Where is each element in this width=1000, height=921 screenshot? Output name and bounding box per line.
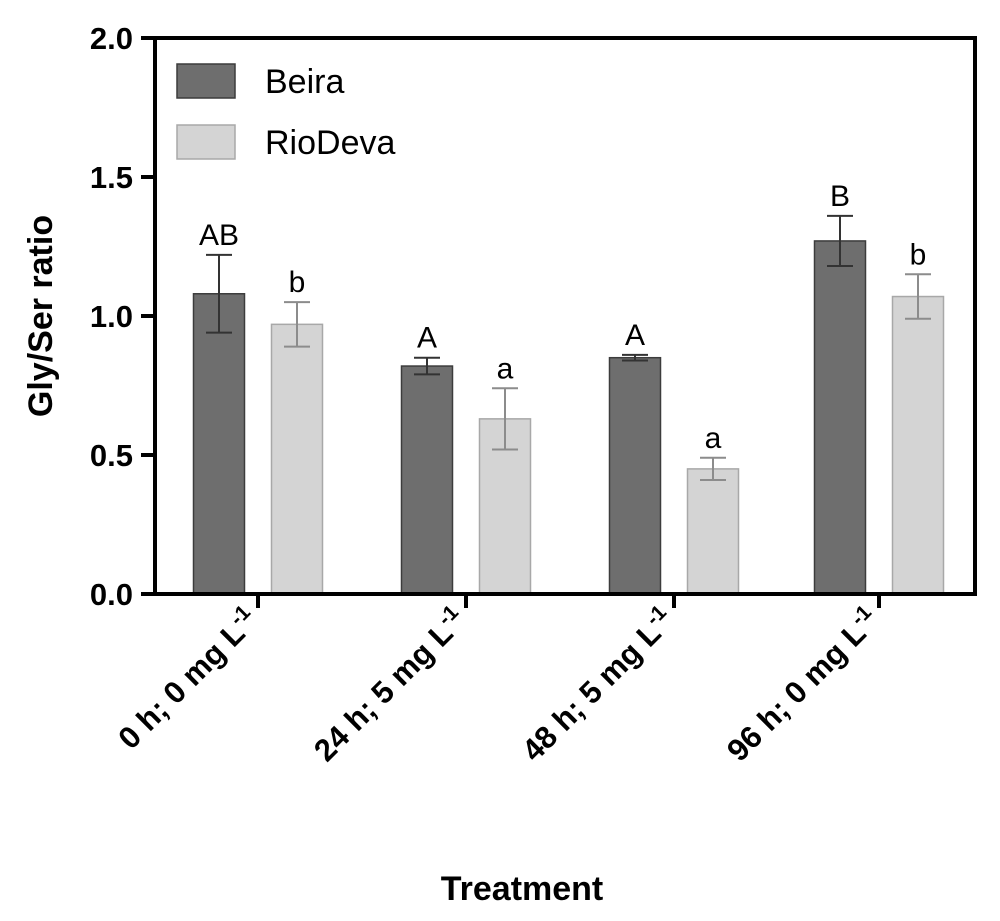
error-bar-riodeva-2 — [700, 456, 726, 482]
bar-riodeva-0 — [270, 323, 324, 595]
y-tick-label: 1.5 — [90, 160, 133, 195]
significance-letter-beira-1: A — [417, 322, 437, 355]
significance-letter-riodeva-3: b — [910, 238, 927, 271]
y-tick-label: 2.0 — [90, 21, 133, 56]
bar-beira-0 — [192, 293, 246, 595]
y-tick-label: 1.0 — [90, 299, 133, 334]
significance-letter-beira-0: AB — [199, 219, 239, 252]
y-axis-title: Gly/Ser ratio — [22, 215, 60, 417]
bar-riodeva-2 — [686, 468, 740, 595]
significance-letter-riodeva-2: a — [705, 422, 722, 455]
x-category-label-0: 0 h; 0 mg L-1 — [110, 601, 265, 756]
legend-label-riodeva: RioDeva — [265, 124, 395, 162]
error-bar-beira-1 — [414, 356, 440, 376]
error-bar-riodeva-1 — [492, 387, 518, 451]
significance-letter-riodeva-1: a — [497, 352, 514, 385]
significance-letter-riodeva-0: b — [289, 266, 306, 299]
y-tick-label: 0.5 — [90, 438, 133, 473]
error-bar-riodeva-0 — [284, 301, 310, 348]
legend-item-riodeva: RioDeva — [176, 124, 395, 162]
y-tick-label: 0.0 — [90, 577, 133, 612]
bar-riodeva-3 — [891, 295, 945, 595]
error-bar-riodeva-3 — [905, 273, 931, 320]
error-bar-beira-2 — [622, 353, 648, 362]
legend-label-beira: Beira — [265, 63, 344, 101]
x-category-label-2: 48 h; 5 mg L-1 — [514, 601, 681, 768]
bar-beira-2 — [608, 356, 662, 595]
legend-swatch-beira — [176, 63, 236, 99]
bar-beira-3 — [813, 240, 867, 595]
error-bar-beira-3 — [827, 214, 853, 267]
legend-swatch-riodeva — [176, 124, 236, 160]
legend-item-beira: Beira — [176, 63, 344, 101]
error-bar-beira-0 — [206, 253, 232, 334]
x-category-label-3: 96 h; 0 mg L-1 — [719, 601, 886, 768]
x-category-label-1: 24 h; 5 mg L-1 — [306, 601, 473, 768]
x-axis-title: Treatment — [441, 870, 604, 908]
significance-letter-beira-2: A — [625, 319, 645, 352]
significance-letter-beira-3: B — [830, 180, 850, 213]
bar-beira-1 — [400, 365, 454, 595]
